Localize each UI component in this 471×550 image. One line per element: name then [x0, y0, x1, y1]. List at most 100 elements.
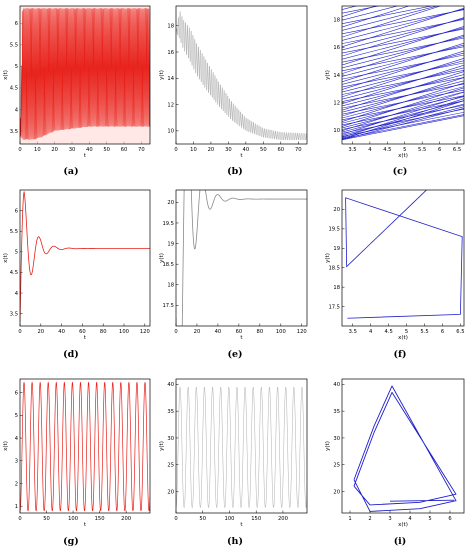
- x-tick-label: 100: [68, 516, 78, 522]
- y-axis-label: x(t): [3, 253, 9, 263]
- series-g: [20, 381, 150, 512]
- y-tick-label: 16: [167, 50, 174, 56]
- y-tick-label: 40: [333, 382, 340, 388]
- y-tick-label: 4: [15, 436, 19, 442]
- y-tick-label: 30: [333, 436, 340, 442]
- x-tick-label: 20: [37, 329, 44, 335]
- y-tick-label: 17.5: [162, 303, 174, 309]
- caption-d: (d): [63, 349, 79, 360]
- x-tick-label: 1: [348, 516, 351, 522]
- x-tick-label: 3.5: [348, 147, 356, 153]
- trajectory-segment: [342, 108, 464, 134]
- trajectory-segment: [342, 74, 464, 107]
- x-tick-label: 80: [100, 329, 107, 335]
- caption-i: (i): [394, 536, 407, 547]
- x-tick-label: 6.5: [453, 147, 461, 153]
- x-tick-label: 60: [79, 329, 86, 335]
- plot-frame: [175, 189, 308, 327]
- y-tick-label: 6: [15, 390, 18, 396]
- y-tick-label: 16: [333, 45, 340, 51]
- x-tick-label: 40: [243, 147, 250, 153]
- y-tick-label: 17.5: [328, 304, 340, 310]
- x-tick-label: 60: [277, 147, 284, 153]
- trajectory-segment: [342, 96, 464, 129]
- series-e: [176, 190, 307, 326]
- caption-c: (c): [393, 166, 408, 177]
- y-axis-label: y(t): [159, 70, 165, 80]
- x-axis-label: t: [84, 335, 87, 341]
- trajectory-segment: [342, 52, 464, 85]
- trajectory-segment: [342, 37, 464, 63]
- x-axis-label: t: [240, 522, 243, 528]
- x-tick-label: 100: [225, 516, 235, 522]
- series-i: [353, 385, 457, 512]
- trajectory-segment: [342, 6, 442, 38]
- trajectory-segment: [342, 77, 464, 102]
- series-h: [176, 386, 307, 508]
- trajectory-segment: [342, 83, 464, 109]
- x-tick-label: 50: [103, 147, 110, 153]
- x-tick-label: 0: [18, 516, 21, 522]
- trajectory-segment: [342, 6, 343, 7]
- trajectory-segment: [342, 95, 464, 135]
- trajectory-segment: [342, 6, 358, 10]
- x-tick-label: 60: [121, 147, 128, 153]
- plot-frame: [19, 189, 151, 327]
- x-tick-label: 5: [403, 147, 406, 153]
- x-tick-label: 5.5: [420, 329, 428, 335]
- panel-e: 0 20 40 60 80 100 120 17.5 18 18.5 19 19.5 20 t y(t): [159, 189, 308, 341]
- x-tick-label: 80: [257, 329, 264, 335]
- plot-frame: [175, 378, 308, 514]
- x-tick-label: 20: [208, 147, 215, 153]
- panel-d: 0 20 40 60 80 100 120 3.5 4 4.5 5 5.5 6 t x(t): [3, 189, 151, 341]
- x-tick-label: 20: [51, 147, 58, 153]
- y-tick-label: 14: [167, 76, 174, 82]
- x-tick-label: 100: [276, 329, 286, 335]
- y-tick-label: 5: [15, 64, 18, 70]
- x-tick-label: 200: [121, 516, 131, 522]
- y-tick-label: 25: [333, 463, 340, 469]
- plot-frame: [341, 5, 465, 145]
- trajectory-segment: [342, 6, 380, 14]
- trajectory-segment: [342, 67, 464, 100]
- y-tick-label: 4.5: [10, 270, 18, 276]
- trajectory-segment: [342, 28, 464, 54]
- x-tick-label: 40: [58, 329, 65, 335]
- panel-h: 0 50 100 150 200 20 25 30 35 40 t y(t): [159, 378, 308, 528]
- trajectory-segment: [342, 106, 464, 139]
- y-tick-label: 18.5: [162, 262, 174, 268]
- caption-g: (g): [63, 536, 79, 547]
- x-tick-label: 5: [428, 516, 431, 522]
- trajectory-segment: [342, 7, 464, 48]
- y-tick-label: 3.5: [10, 311, 18, 317]
- trajectory-segment: [342, 60, 464, 93]
- y-tick-label: 40: [167, 382, 174, 388]
- y-tick-label: 4: [15, 107, 19, 113]
- trajectory-segment: [342, 42, 464, 83]
- y-tick-label: 19: [167, 241, 174, 247]
- panel-c: 3.5 4 4.5 5 5.5 6 6.5 10 12 14 16 18 x(t) y(t): [325, 5, 465, 159]
- trajectory-segment: [342, 44, 464, 77]
- x-tick-label: 0: [18, 147, 21, 153]
- x-tick-label: 5: [405, 329, 408, 335]
- y-tick-label: 14: [333, 73, 340, 79]
- x-tick-label: 120: [297, 329, 307, 335]
- y-tick-label: 10: [167, 129, 174, 135]
- plot-frame: [341, 189, 465, 327]
- x-tick-label: 6: [438, 147, 441, 153]
- y-tick-label: 18.5: [328, 266, 340, 272]
- x-tick-label: 50: [43, 516, 50, 522]
- y-axis-label: x(t): [3, 441, 9, 451]
- y-axis-label: y(t): [325, 70, 331, 80]
- y-tick-label: 3.5: [10, 129, 18, 135]
- x-tick-label: 150: [95, 516, 105, 522]
- trajectory-segment: [342, 9, 464, 35]
- x-tick-label: 40: [86, 147, 93, 153]
- x-tick-label: 6: [441, 329, 444, 335]
- x-axis-label: t: [84, 153, 87, 159]
- y-tick-label: 2: [15, 481, 18, 487]
- trajectory-segment: [342, 6, 439, 31]
- trajectory-segment: [342, 54, 464, 80]
- series-b: [176, 11, 307, 141]
